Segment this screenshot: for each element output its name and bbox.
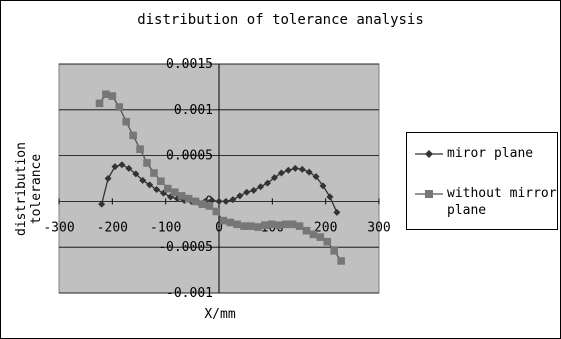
data-point-square <box>170 188 179 197</box>
x-tick-label: 300 <box>367 220 390 235</box>
data-point-square <box>95 99 104 108</box>
data-point-square <box>261 221 269 230</box>
data-point-diamond <box>132 170 140 178</box>
data-point-diamond <box>333 208 341 216</box>
data-point-diamond <box>243 188 251 196</box>
data-point-diamond <box>257 183 265 191</box>
data-point-square <box>198 200 207 208</box>
data-point-square <box>115 103 124 111</box>
data-point-square <box>295 222 304 230</box>
data-point-square <box>226 218 234 227</box>
data-point-square <box>108 92 117 100</box>
data-point-square <box>316 233 325 241</box>
legend: miror plane without mirror plane <box>406 132 558 230</box>
data-point-square <box>330 247 338 255</box>
data-point-square <box>143 159 151 167</box>
legend-label: without mirror plane <box>447 186 557 218</box>
data-point-diamond <box>291 164 299 172</box>
data-point-square <box>302 226 311 235</box>
data-point-diamond <box>229 196 237 204</box>
y-tick-label: 0.001 <box>174 103 213 118</box>
data-point-square <box>102 90 110 99</box>
data-point-diamond <box>139 176 147 184</box>
data-point-square <box>150 169 158 177</box>
data-point-square <box>337 257 345 265</box>
data-point-square <box>274 221 283 230</box>
data-point-diamond <box>284 166 292 174</box>
data-point-diamond <box>118 161 126 169</box>
data-point-diamond <box>305 168 313 176</box>
legend-label: miror plane <box>447 146 534 161</box>
data-point-square <box>254 223 262 231</box>
x-tick-label: -100 <box>150 220 181 235</box>
data-point-square <box>205 202 214 210</box>
data-point-square <box>268 220 276 229</box>
data-point-diamond <box>222 197 230 205</box>
data-point-square <box>323 237 332 246</box>
data-point-square <box>177 192 186 200</box>
data-point-diamond <box>319 182 327 190</box>
data-point-square <box>212 207 221 216</box>
data-point-square <box>129 131 137 140</box>
data-point-square <box>136 145 144 153</box>
y-tick-label: 0.0005 <box>166 149 213 164</box>
data-point-diamond <box>125 164 133 172</box>
data-point-diamond <box>146 181 154 189</box>
y-axis-label: distribution tolerance <box>14 142 44 236</box>
data-point-square <box>247 222 255 230</box>
x-tick-label: 200 <box>314 220 337 235</box>
data-point-diamond <box>104 175 112 182</box>
data-point-square <box>288 220 297 229</box>
legend-marker-square <box>415 190 443 198</box>
data-point-diamond <box>326 193 334 201</box>
x-axis-label: X/mm <box>204 307 236 322</box>
data-point-diamond <box>270 174 278 182</box>
data-point-square <box>233 220 241 229</box>
data-point-square <box>240 222 248 230</box>
data-point-diamond <box>312 173 320 181</box>
y-tick-label: -0.001 <box>166 286 213 301</box>
data-point-square <box>184 194 193 203</box>
data-point-diamond <box>215 197 223 205</box>
chart-title: distribution of tolerance analysis <box>137 12 424 28</box>
data-point-diamond <box>153 185 161 193</box>
data-point-square <box>157 177 165 186</box>
data-point-diamond <box>264 179 272 187</box>
data-point-square <box>281 220 290 229</box>
data-point-diamond <box>111 163 119 171</box>
y-tick-label: 0.0015 <box>166 57 213 72</box>
data-point-diamond <box>250 186 258 194</box>
x-tick-label: -200 <box>97 220 128 235</box>
x-tick-label: 0 <box>215 220 223 235</box>
data-point-diamond <box>236 192 244 200</box>
data-point-square <box>309 230 318 239</box>
x-tick-label: -300 <box>43 220 74 235</box>
data-point-square <box>191 197 200 206</box>
legend-marker-diamond <box>415 150 443 158</box>
y-tick-label: -0.0005 <box>158 240 213 255</box>
data-point-diamond <box>98 200 106 208</box>
data-point-square <box>164 184 172 193</box>
data-point-diamond <box>277 169 285 177</box>
data-point-square <box>219 216 228 225</box>
y-tick-label: 0 <box>205 194 213 209</box>
data-point-diamond <box>298 165 306 173</box>
data-point-square <box>122 117 130 126</box>
